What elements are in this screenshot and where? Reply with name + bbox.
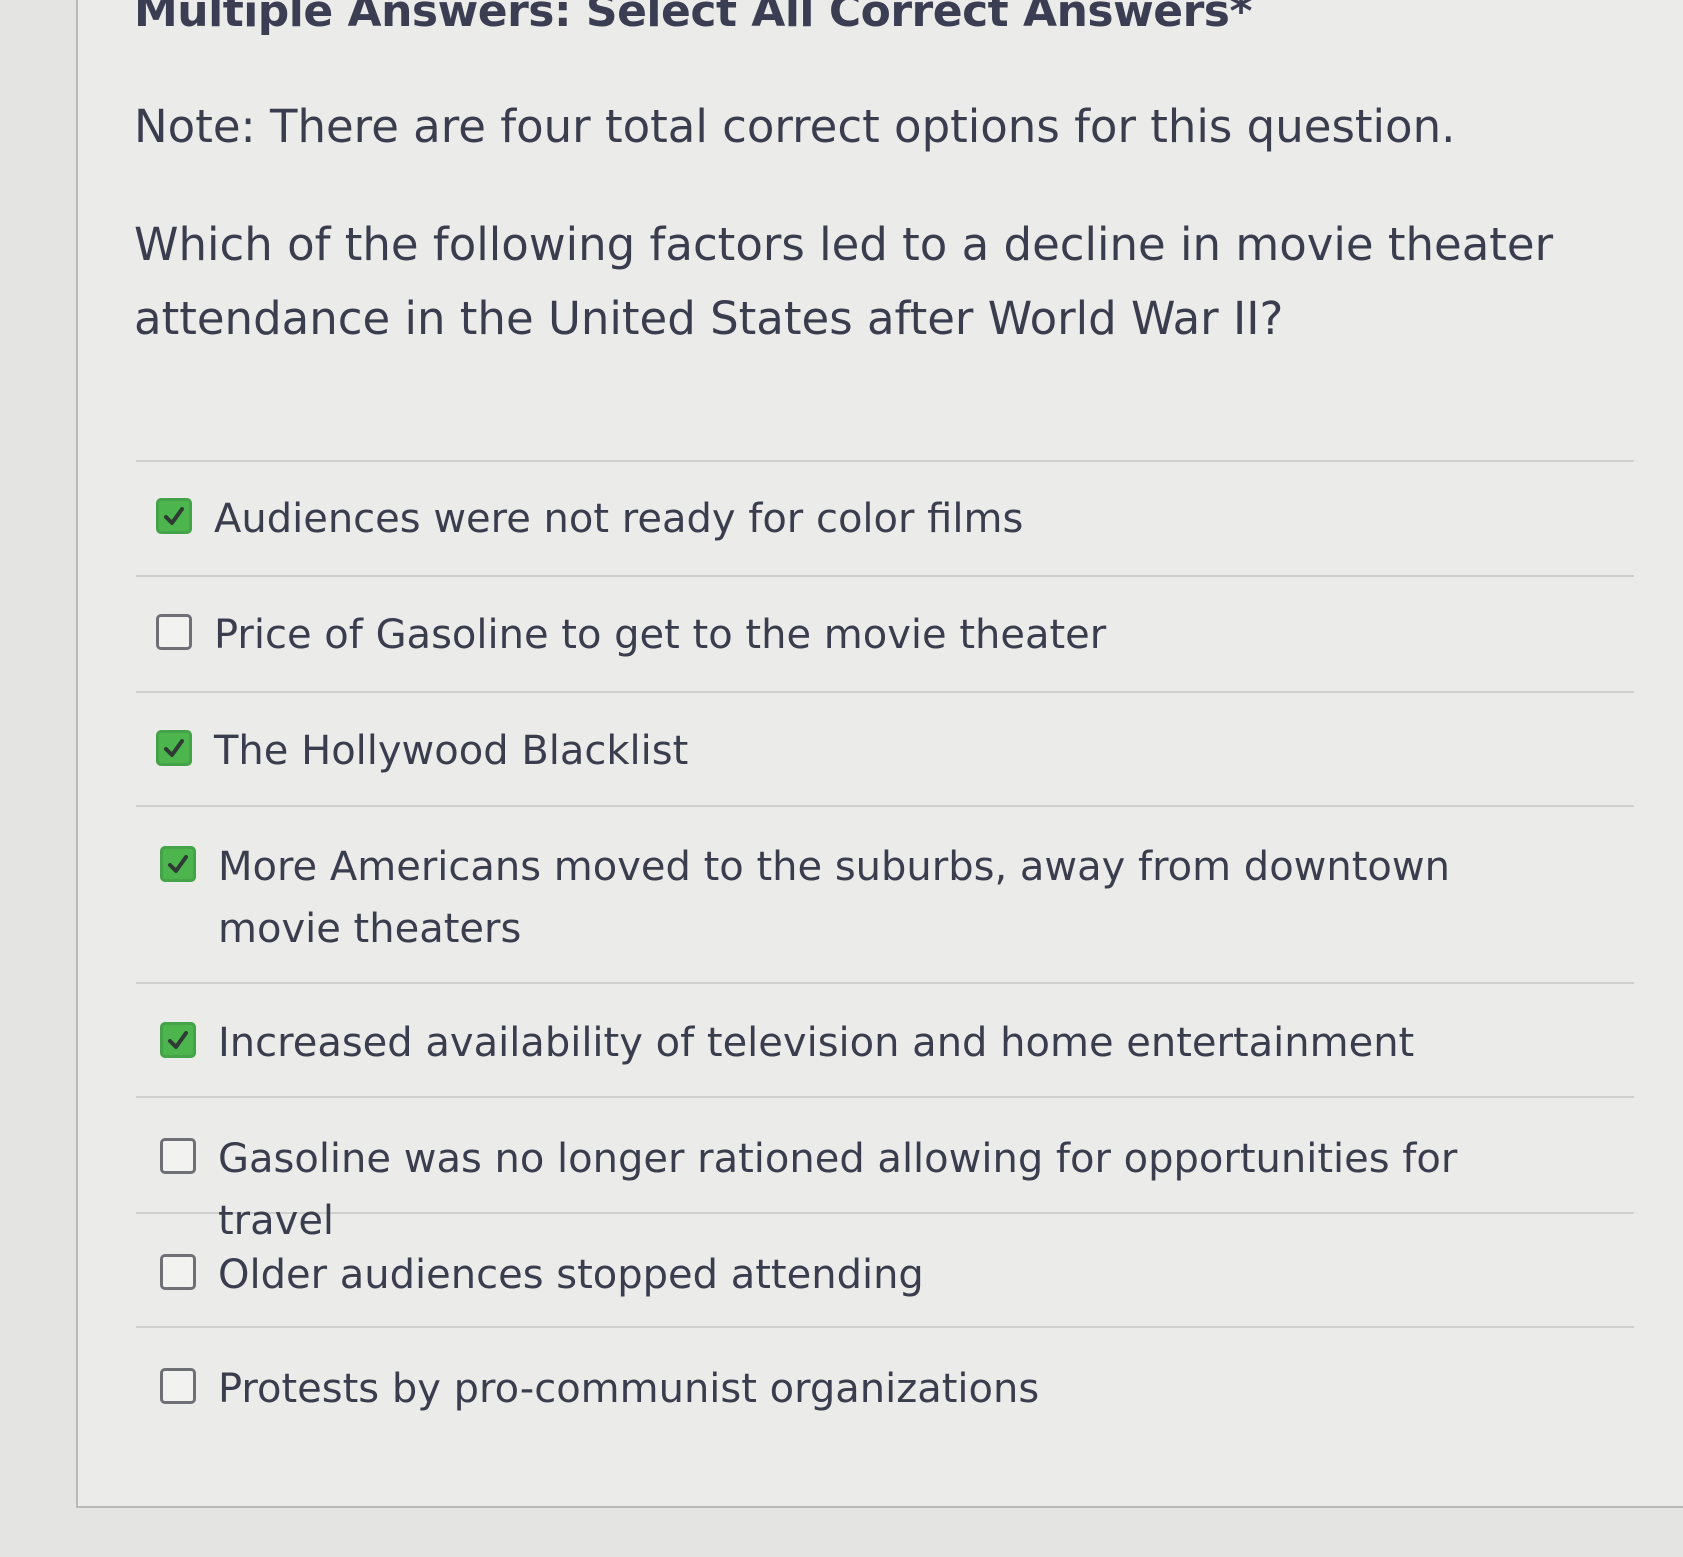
option-label: Protests by pro-communist organizations <box>218 1366 1040 1412</box>
checkbox[interactable] <box>160 1254 196 1290</box>
checkbox[interactable] <box>156 498 192 534</box>
checkbox[interactable] <box>156 730 192 766</box>
option-label: Gasoline was no longer rationed allowing… <box>218 1136 1458 1244</box>
option-label: The Hollywood Blacklist <box>214 728 689 774</box>
question-card <box>76 0 1683 1508</box>
answer-option[interactable]: Audiences were not ready for color films <box>156 488 1556 550</box>
answer-option[interactable]: Price of Gasoline to get to the movie th… <box>156 604 1556 666</box>
divider <box>136 575 1634 577</box>
question-type-title: Multiple Answers: Select All Correct Ans… <box>134 0 1252 37</box>
option-label: Increased availability of television and… <box>218 1020 1415 1066</box>
checkmark-icon <box>168 855 188 873</box>
checkbox[interactable] <box>156 614 192 650</box>
answer-option[interactable]: More Americans moved to the suburbs, awa… <box>160 836 1560 960</box>
divider <box>136 691 1634 693</box>
checkmark-icon <box>164 507 184 525</box>
divider <box>136 1326 1634 1328</box>
checkbox[interactable] <box>160 1368 196 1404</box>
answer-option[interactable]: Gasoline was no longer rationed allowing… <box>160 1128 1560 1252</box>
checkbox[interactable] <box>160 1138 196 1174</box>
checkbox[interactable] <box>160 1022 196 1058</box>
question-text: Which of the following factors led to a … <box>134 218 1554 345</box>
checkmark-icon <box>168 1031 188 1049</box>
divider <box>136 982 1634 984</box>
option-label: Older audiences stopped attending <box>218 1252 924 1298</box>
divider <box>136 460 1634 462</box>
answer-option[interactable]: The Hollywood Blacklist <box>156 720 1556 782</box>
option-label: Audiences were not ready for color films <box>214 496 1024 542</box>
option-label: Price of Gasoline to get to the movie th… <box>214 612 1107 658</box>
option-label: More Americans moved to the suburbs, awa… <box>218 844 1450 952</box>
answer-option[interactable]: Increased availability of television and… <box>160 1012 1560 1074</box>
answer-option[interactable]: Older audiences stopped attending <box>160 1244 1560 1306</box>
checkmark-icon <box>164 739 184 757</box>
divider <box>136 1096 1634 1098</box>
divider <box>136 805 1634 807</box>
checkbox[interactable] <box>160 846 196 882</box>
question-note: Note: There are four total correct optio… <box>134 100 1456 153</box>
divider <box>136 1212 1634 1214</box>
answer-option[interactable]: Protests by pro-communist organizations <box>160 1358 1560 1420</box>
